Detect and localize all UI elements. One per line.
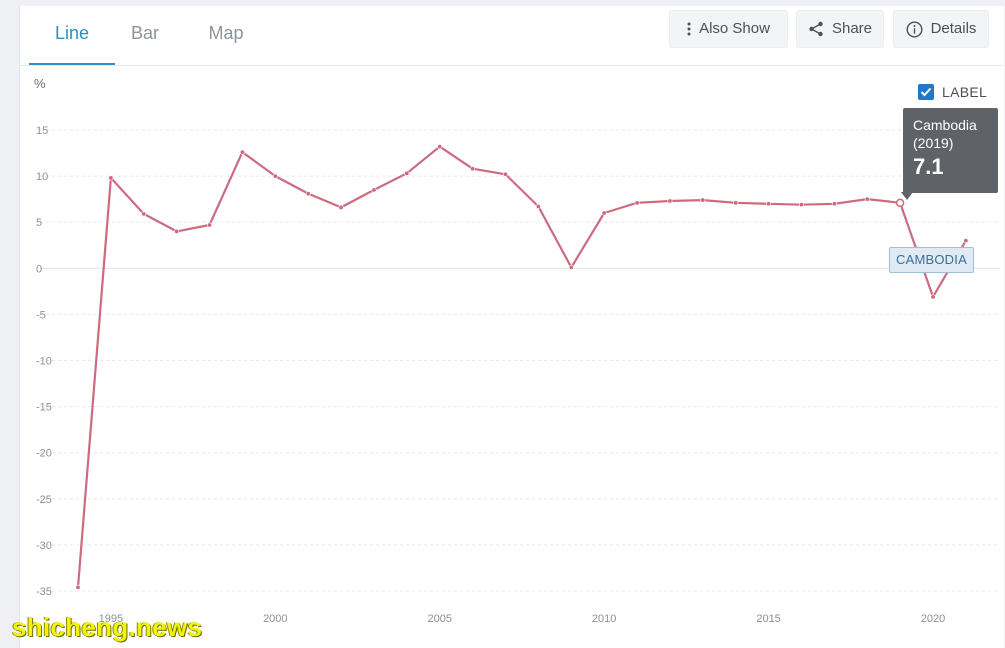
label-toggle[interactable]: LABEL	[918, 82, 987, 102]
chart-panel	[19, 6, 1004, 648]
share-button[interactable]: Share	[796, 10, 884, 48]
y-axis-unit: %	[34, 76, 46, 91]
data-point[interactable]	[831, 201, 837, 207]
label-toggle-text: LABEL	[942, 84, 988, 100]
tab-line[interactable]: Line	[29, 6, 115, 65]
y-tick-label: -25	[36, 494, 52, 506]
data-point[interactable]	[502, 171, 508, 177]
x-tick-label: 2010	[592, 613, 616, 625]
tooltip-country: Cambodia	[913, 117, 977, 133]
more-vertical-icon	[687, 22, 691, 36]
x-tick-label: 2005	[427, 613, 451, 625]
data-point[interactable]	[272, 173, 278, 179]
series-line-cambodia	[76, 145, 967, 588]
tab-bar-chart[interactable]: Bar	[130, 23, 159, 43]
data-point[interactable]	[371, 187, 377, 193]
info-icon	[906, 20, 923, 38]
data-tooltip: Cambodia (2019) 7.1	[903, 108, 998, 193]
series-label-tag: CAMBODIA	[889, 247, 974, 273]
data-point[interactable]	[437, 144, 443, 150]
data-point[interactable]	[667, 198, 673, 204]
x-tick-label: 2015	[756, 613, 780, 625]
data-point[interactable]	[568, 264, 574, 270]
details-button[interactable]: Details	[893, 10, 989, 48]
data-point[interactable]	[766, 201, 772, 207]
data-point[interactable]	[634, 200, 640, 206]
y-tick-label: -35	[36, 586, 52, 598]
y-tick-label: -15	[36, 402, 52, 414]
data-point[interactable]	[141, 211, 147, 217]
data-point[interactable]	[174, 228, 180, 234]
data-point[interactable]	[535, 204, 541, 210]
x-tick-label: 2000	[263, 613, 287, 625]
y-tick-label: 5	[36, 217, 42, 229]
data-point[interactable]	[798, 202, 804, 208]
data-point-highlighted[interactable]	[895, 198, 905, 208]
data-point[interactable]	[108, 175, 114, 181]
data-point[interactable]	[601, 210, 607, 216]
details-label: Details	[930, 20, 977, 37]
y-tick-label: 15	[36, 125, 48, 137]
watermark: shicheng.news	[12, 612, 203, 642]
y-tick-label: -5	[36, 309, 46, 321]
share-label: Share	[831, 20, 873, 37]
tab-bar: Line Bar Map	[19, 6, 1003, 66]
tooltip-year: (2019)	[913, 135, 954, 151]
data-point[interactable]	[864, 196, 870, 202]
y-tick-label: -10	[36, 356, 52, 368]
data-point[interactable]	[305, 191, 311, 197]
share-icon	[808, 21, 824, 37]
tooltip-value: 7.1	[913, 154, 944, 179]
data-point[interactable]	[930, 294, 936, 300]
tab-map[interactable]: Map	[208, 23, 244, 43]
y-tick-label: 10	[36, 171, 48, 183]
data-point[interactable]	[338, 204, 344, 210]
also-show-label: Also Show	[699, 20, 770, 37]
x-tick-label: 1995	[99, 613, 123, 625]
data-point[interactable]	[470, 166, 476, 172]
data-point[interactable]	[75, 584, 81, 590]
data-point[interactable]	[207, 222, 213, 228]
check-icon	[920, 87, 932, 97]
y-tick-label: -30	[36, 540, 52, 552]
label-checkbox[interactable]	[918, 84, 934, 100]
tooltip-arrow	[901, 192, 913, 200]
y-tick-label: 0	[36, 263, 42, 275]
also-show-button[interactable]: Also Show	[669, 10, 788, 48]
data-point[interactable]	[239, 149, 245, 155]
x-tick-label: 2020	[921, 613, 945, 625]
data-point[interactable]	[733, 200, 739, 206]
data-point[interactable]	[963, 238, 969, 244]
data-point[interactable]	[404, 170, 410, 176]
y-tick-label: -20	[36, 448, 52, 460]
data-point[interactable]	[700, 197, 706, 203]
